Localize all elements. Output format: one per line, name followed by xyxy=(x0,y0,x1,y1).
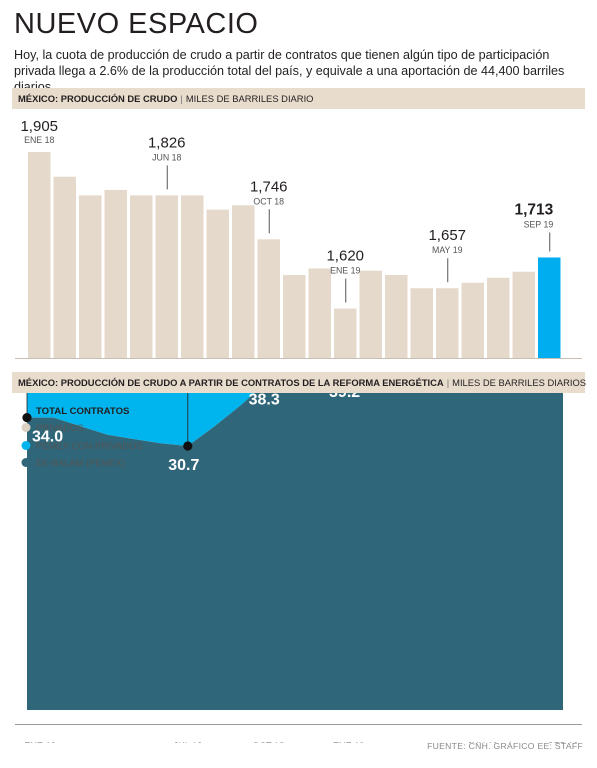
bar-value-label-3: 1,620 xyxy=(326,248,364,265)
bar-value-label-2: 1,746 xyxy=(250,178,288,195)
bar-18 xyxy=(487,277,510,358)
bar-20 xyxy=(538,257,561,358)
callout-ek-balam-3: 39.2 xyxy=(329,393,360,401)
x-tick-label-0: ENE 18 xyxy=(24,741,56,743)
bar-value-label-5: 1,713 xyxy=(514,201,553,218)
bar-value-label-1: 1,826 xyxy=(148,134,186,151)
bar-5 xyxy=(155,195,178,358)
x-tick-label-3: ENE 19 xyxy=(333,741,365,743)
area-chart-title: MÉXICO: PRODUCCIÓN DE CRUDO A PARTIR DE … xyxy=(18,377,444,388)
bar-11 xyxy=(308,268,331,358)
callout-ek-balam-2: 38.3 xyxy=(249,393,280,409)
bar-8 xyxy=(232,205,255,358)
area-chart-header: MÉXICO: PRODUCCIÓN DE CRUDO A PARTIR DE … xyxy=(12,372,587,393)
callout-ek-balam-1: 30.7 xyxy=(168,457,199,474)
bar-date-label-4: MAY 19 xyxy=(432,245,463,255)
bar-date-label-5: SEP 19 xyxy=(524,219,554,229)
area-pemex-con-privados xyxy=(27,393,255,446)
legend-swatch-2 xyxy=(21,458,31,467)
bar-chart-header: MÉXICO: PRODUCCIÓN DE CRUDO | MILES DE BAR… xyxy=(12,88,585,109)
bar-value-label-0: 1,905 xyxy=(20,118,58,135)
legend-label-0: PRIVADOS xyxy=(36,422,84,433)
bar-2 xyxy=(79,195,102,358)
bar-date-label-1: JUN 18 xyxy=(152,152,181,162)
bar-12 xyxy=(334,308,357,358)
bar-10 xyxy=(283,275,306,358)
x-tick-label-2: OCT 18 xyxy=(252,741,284,743)
x-tick-label-4: JUN 19 xyxy=(467,741,498,743)
bar-value-label-4: 1,657 xyxy=(428,227,466,244)
x-tick-label-5: SEP 19 xyxy=(548,741,579,743)
bar-14 xyxy=(385,275,408,358)
legend-swatch-0 xyxy=(21,423,31,432)
bar-16 xyxy=(436,288,459,358)
bar-6 xyxy=(181,195,204,358)
source-note: FUENTE: CNH. GRÁFICO EE: STAFF xyxy=(427,741,583,751)
bar-chart-title: MÉXICO: PRODUCCIÓN DE CRUDO xyxy=(18,93,178,104)
bar-0 xyxy=(28,152,51,358)
bar-7 xyxy=(206,209,229,358)
bar-13 xyxy=(359,270,382,358)
area-chart-separator: | xyxy=(446,377,450,388)
bar-3 xyxy=(104,189,127,358)
bar-4 xyxy=(130,195,153,358)
page-title: NUEVO ESPACIO xyxy=(14,8,259,40)
bar-date-label-2: OCT 18 xyxy=(253,196,284,206)
callout-dot-1-1 xyxy=(183,441,193,451)
legend-label-1: PEMEX CON PRIVADOS xyxy=(36,440,143,451)
bar-17 xyxy=(461,282,484,358)
bar-19 xyxy=(512,271,535,358)
legend-title: TOTAL CONTRATOS xyxy=(36,406,130,417)
callout-ek-balam-0: 34.0 xyxy=(32,429,63,446)
callout-dot-0-1 xyxy=(22,413,32,423)
area-ek-balam xyxy=(27,393,563,710)
bar-chart-unit: MILES DE BARRILES DIARIO xyxy=(185,93,314,104)
bar-chart-separator: | xyxy=(180,93,183,104)
legend-swatch-1 xyxy=(21,441,31,450)
bar-15 xyxy=(410,288,433,358)
bar-date-label-3: ENE 19 xyxy=(330,266,360,276)
bar-date-label-0: ENE 18 xyxy=(24,135,54,145)
area-chart-unit: MILES DE BARRILES DIARIOS xyxy=(452,377,587,388)
legend-label-2: EK-BALAM (PEMEX) xyxy=(36,457,125,468)
bar-1 xyxy=(53,176,76,358)
area-chart: TOTAL CONTRATOS PRIVADOS PEMEX CON PRIVADO… xyxy=(15,393,582,743)
x-tick-label-1: JUL 18 xyxy=(173,741,202,743)
bar-9 xyxy=(257,239,280,358)
